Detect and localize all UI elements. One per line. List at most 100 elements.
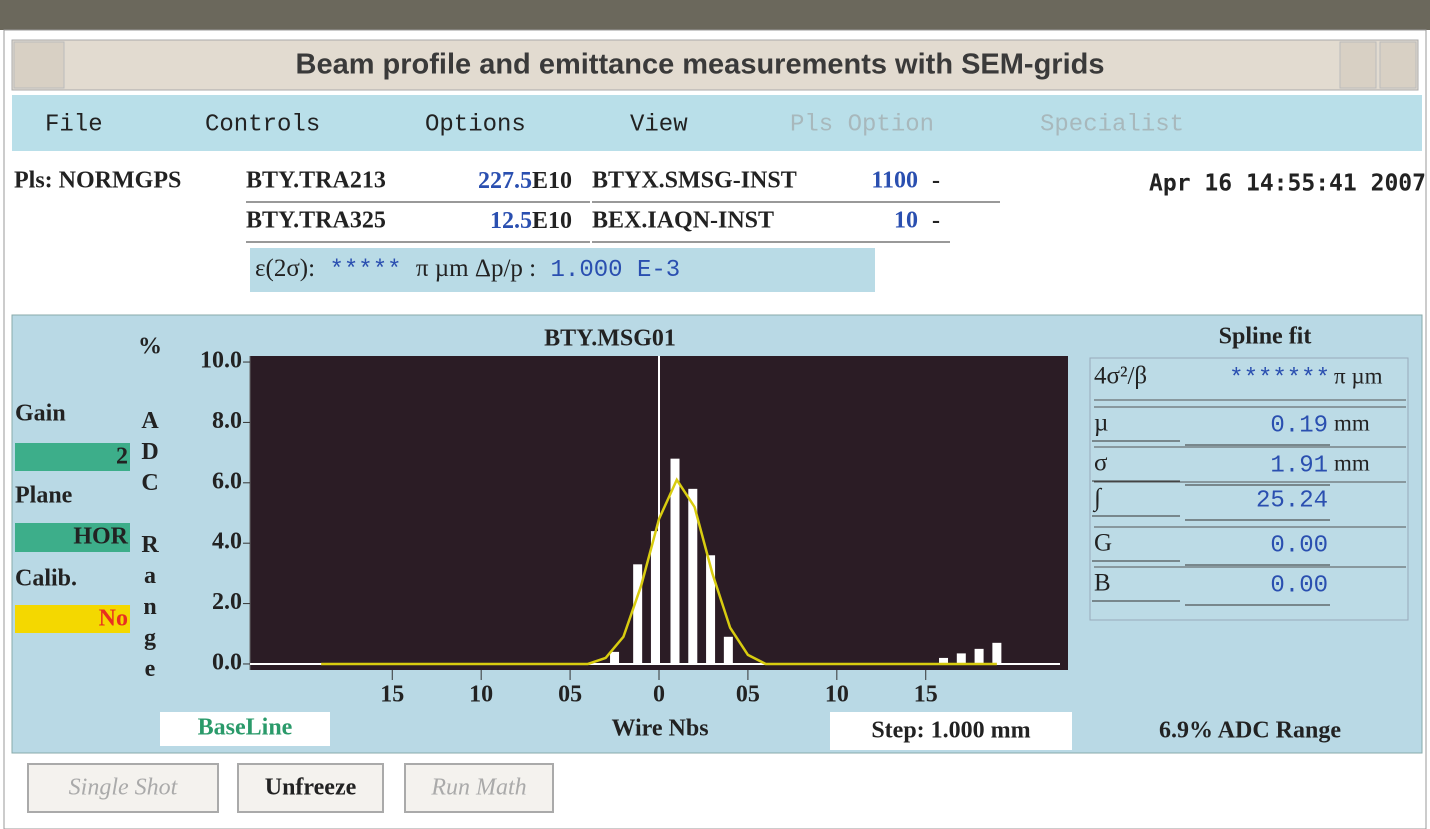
bar: [939, 657, 949, 664]
gain-field[interactable]: [15, 443, 130, 471]
y-label-letter: A: [141, 408, 159, 434]
button: [404, 763, 554, 813]
chart-title: BTY.MSG01: [544, 326, 676, 352]
signal-value: 12.5E10: [490, 208, 572, 234]
emittance-label: ε(2σ):: [255, 255, 315, 282]
button-label: Single Shot: [69, 775, 179, 801]
menu-item[interactable]: File: [45, 111, 103, 138]
x-tick-label: 0: [653, 682, 665, 708]
fit-unit: mm: [1334, 450, 1370, 475]
y-tick-label: 0.0: [212, 649, 242, 675]
emittance-value: *****: [329, 257, 401, 284]
signal-value: 227.5E10: [478, 168, 572, 194]
desktop-strip: [0, 0, 1430, 30]
plane-label: Plane: [15, 483, 73, 509]
y-unit: %: [138, 334, 162, 360]
y-label-letter: g: [144, 625, 156, 651]
calib-field[interactable]: [15, 605, 130, 633]
menu-item[interactable]: Options: [425, 111, 526, 138]
fit-rows: 4σ²/β ******* π µm µ 0.19 mm σ 1.91 mm ∫ 25.24 G 0.0…: [1092, 363, 1406, 606]
signal-name: BTY.TRA325: [246, 208, 386, 234]
menu: File Controls Options View Pls Option Special…: [45, 111, 1184, 138]
menu-item[interactable]: Controls: [205, 111, 320, 138]
dpp-value: 1.000: [551, 257, 623, 284]
y-tick-label: 10.0: [200, 348, 242, 374]
intensity: 227.5: [478, 168, 532, 194]
adc-range: 6.9% ADC Range: [1159, 718, 1341, 744]
x-tick-label: 10: [825, 682, 849, 708]
maximize-button[interactable]: [1379, 41, 1417, 89]
exponent: E10: [532, 168, 572, 194]
menu-item[interactable]: View: [630, 111, 688, 138]
calib-label: Calib.: [15, 566, 77, 592]
header-rows: BTY.TRA213 227.5E10 BTYX.SMSG-INST 1100 - BTY…: [246, 168, 1000, 243]
window-menu-button[interactable]: [13, 41, 65, 89]
y-tick-label: 6.0: [212, 468, 242, 494]
bar: [633, 564, 643, 664]
x-tick-label: 10: [469, 682, 493, 708]
fit-label: σ: [1094, 450, 1108, 477]
button: [27, 763, 219, 813]
emittance-unit: π µm Δp/p :: [416, 255, 536, 282]
y-label-letter: n: [143, 594, 156, 620]
fit-label: ∫: [1092, 485, 1102, 513]
x-axis-label: Wire Nbs: [611, 716, 708, 742]
y-label-letter: D: [141, 439, 158, 465]
menu-bar: [12, 95, 1422, 151]
y-label-letter: e: [145, 656, 156, 682]
fit-unit: mm: [1334, 410, 1370, 435]
fit-value: *******: [1229, 365, 1330, 392]
fit-value: 0.00: [1270, 532, 1328, 559]
y-tick-label: 2.0: [212, 589, 242, 615]
signal-name: BTY.TRA213: [246, 168, 386, 194]
fit-label: µ: [1094, 410, 1108, 437]
fit-table: [1089, 357, 1409, 621]
bar: [723, 636, 733, 664]
fit-unit: π µm: [1334, 363, 1383, 388]
plane-field[interactable]: [15, 523, 130, 552]
button-label: Run Math: [430, 775, 526, 801]
gain-value: 2: [116, 444, 128, 470]
step: Step: 1.000 mm: [871, 718, 1030, 744]
menu-item: Specialist: [1040, 111, 1184, 138]
button[interactable]: [237, 763, 384, 813]
fit-label: B: [1094, 570, 1111, 597]
bar: [956, 653, 966, 664]
x-tick-label: 15: [380, 682, 404, 708]
fit-value: 0.00: [1270, 572, 1328, 599]
dpp-exp: E-3: [637, 257, 680, 284]
reading-unit: -: [932, 168, 940, 194]
y-label-letter: [147, 501, 153, 527]
fit-curve: [321, 477, 997, 666]
reading-unit: -: [932, 208, 940, 234]
fit-value: 0.19: [1270, 412, 1328, 439]
device: BEX.IAQN-INST: [592, 208, 774, 234]
intensity: 12.5: [490, 208, 532, 234]
exponent: E10: [532, 208, 572, 234]
y-label-letter: C: [141, 470, 158, 496]
pulse: Pls: NORMGPS: [14, 168, 181, 194]
fit-title: Spline fit: [1219, 324, 1312, 350]
plot: 0.0 2.0 4.0 6.0 8.0 10.0 15 10 05 0 05 10 15: [200, 348, 1068, 708]
bar: [610, 651, 620, 664]
bar: [974, 648, 984, 664]
y-label-letter: R: [141, 532, 159, 558]
gain-label: Gain: [15, 401, 66, 427]
x-tick-label: 05: [558, 682, 582, 708]
button-label: Unfreeze: [265, 775, 357, 801]
buttons: Single Shot Unfreeze Run Math: [27, 763, 554, 813]
timestamp: Apr 16 14:55:41 2007: [1149, 171, 1426, 197]
fit-label: G: [1094, 530, 1112, 557]
emittance-line: ε(2σ): ***** π µm Δp/p : 1.000 E-3: [255, 255, 680, 285]
title-bar: [11, 39, 1419, 91]
x-tick-label: 05: [736, 682, 760, 708]
fit-value: 1.91: [1270, 452, 1328, 479]
menu-item: Pls Option: [790, 111, 934, 138]
emittance-box: [250, 248, 875, 292]
minimize-button[interactable]: [1339, 41, 1377, 89]
y-tick-label: 4.0: [212, 529, 242, 555]
baseline-box[interactable]: [160, 712, 330, 746]
window-title: Beam profile and emittance measurements …: [296, 49, 1105, 81]
